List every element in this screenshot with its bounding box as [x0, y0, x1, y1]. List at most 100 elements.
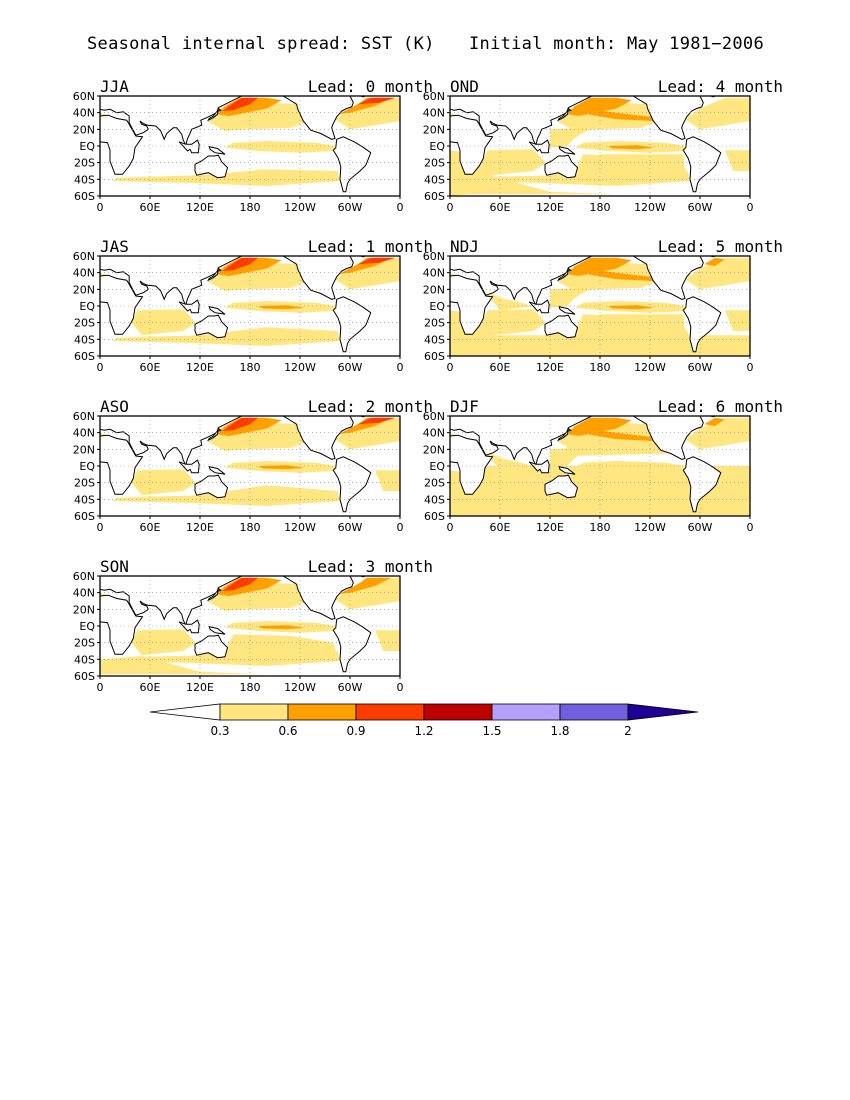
coastline — [332, 616, 372, 673]
lat-tick-label: 20N — [423, 443, 445, 456]
colorbar-tick-label: 1.8 — [550, 724, 569, 738]
sst-shading — [206, 582, 309, 611]
initial-month-label: Initial month: May 1981−2006 — [469, 34, 764, 54]
lon-tick-label: 180 — [590, 201, 611, 214]
colorbar-segment — [287, 703, 357, 721]
coastline — [557, 267, 572, 282]
sst-shading — [566, 97, 632, 116]
coastline — [208, 306, 226, 315]
season-label: OND — [450, 77, 479, 96]
coastline — [332, 296, 372, 353]
lon-tick-label: 120E — [186, 201, 214, 214]
coastline — [100, 416, 242, 467]
lon-tick-label: 180 — [240, 521, 261, 534]
lat-tick-label: 60S — [74, 190, 95, 203]
coastline — [608, 416, 704, 460]
season-label: JJA — [100, 77, 129, 96]
coastline — [178, 459, 200, 474]
lead-label: Lead: 0 month — [307, 77, 433, 96]
coastline — [207, 427, 222, 442]
sst-shading — [685, 97, 750, 130]
sst-shading — [206, 102, 309, 131]
lon-tick-label: 0 — [747, 361, 754, 374]
coastline — [207, 267, 222, 282]
sst-spread-map: 60N 40N 20N EQ 20S 40S 60S 0 60E 120E 180 120W 60W 0 — [73, 250, 443, 384]
sst-shading — [483, 289, 534, 311]
figure-title: Seasonal internal spread: SST (K) — [87, 34, 435, 54]
coastline — [450, 256, 592, 307]
sst-spread-map: 60N 40N 20N EQ 20S 40S 60S 0 60E 120E 180 120W 60W 0 — [423, 250, 793, 384]
sst-shading — [225, 634, 338, 660]
sst-shading — [583, 108, 655, 121]
coastline — [450, 434, 494, 495]
lon-tick-label: 0 — [397, 681, 404, 694]
lon-tick-label: 60W — [688, 201, 713, 214]
sst-shading — [450, 176, 742, 195]
lat-tick-label: 40S — [424, 493, 445, 506]
coastline — [544, 154, 579, 179]
sst-shading — [375, 630, 400, 651]
coastline — [194, 474, 229, 499]
sst-spread-map: 60N 40N 20N EQ 20S 40S 60S 0 60E 120E 180 120W 60W 0 — [73, 410, 443, 544]
lat-tick-label: 20S — [424, 157, 445, 170]
lat-tick-label: 60N — [73, 570, 95, 583]
coastline — [207, 107, 222, 122]
sst-shading — [450, 335, 750, 356]
sst-shading — [112, 485, 340, 506]
coastline — [208, 626, 226, 635]
lead-label: Lead: 1 month — [307, 237, 433, 256]
coastline — [178, 619, 200, 634]
sst-shading — [685, 257, 750, 290]
lat-tick-label: 60N — [73, 410, 95, 423]
coastline — [100, 274, 144, 335]
map-panel-son: SON Lead: 3 month 60N 40N 20N EQ 20S 40S 60S 0 6… — [73, 557, 443, 707]
lon-tick-label: 0 — [747, 521, 754, 534]
lat-tick-label: 20N — [423, 123, 445, 136]
sst-shading — [566, 257, 632, 276]
sst-shading — [550, 287, 592, 308]
lon-tick-label: 120W — [634, 521, 666, 534]
lon-tick-label: 180 — [240, 681, 261, 694]
coastline — [544, 474, 579, 499]
sst-shading — [450, 482, 750, 516]
sst-shading — [483, 449, 534, 471]
sst-shading — [335, 257, 400, 290]
coastline — [178, 139, 200, 154]
sst-shading — [131, 469, 196, 496]
lon-tick-label: 0 — [97, 201, 104, 214]
sst-shading — [222, 257, 259, 271]
lon-tick-label: 120E — [186, 361, 214, 374]
lon-tick-label: 120W — [284, 201, 316, 214]
lat-tick-label: 20S — [74, 477, 95, 490]
sst-shading — [337, 577, 392, 595]
sst-shading — [566, 441, 667, 456]
coastline — [682, 296, 722, 353]
coastline — [450, 274, 494, 335]
lon-tick-label: 120E — [536, 201, 564, 214]
lat-tick-label: EQ — [429, 140, 445, 153]
sst-shading — [222, 97, 259, 111]
lon-tick-label: 120W — [284, 361, 316, 374]
lat-tick-label: 20S — [424, 477, 445, 490]
lon-tick-label: 0 — [397, 521, 404, 534]
lon-tick-label: 60E — [490, 201, 511, 214]
sst-spread-map: 60N 40N 20N EQ 20S 40S 60S 0 60E 120E 180 120W 60W 0 — [73, 570, 443, 704]
lat-tick-label: 60N — [423, 250, 445, 263]
map-panel-jas: JAS Lead: 1 month 60N 40N 20N EQ 20S 40S 60S 0 6… — [73, 237, 443, 387]
lat-tick-label: 40S — [74, 493, 95, 506]
lat-tick-label: 40N — [73, 587, 95, 600]
lon-tick-label: 180 — [240, 201, 261, 214]
lon-tick-label: 60E — [140, 521, 161, 534]
coastline — [194, 634, 229, 659]
coastline — [450, 416, 592, 467]
sst-shading — [550, 127, 592, 148]
sst-shading — [583, 428, 655, 441]
colorbar-segment — [423, 703, 493, 721]
coastline — [544, 314, 579, 339]
lat-tick-label: 20N — [73, 443, 95, 456]
colorbar-legend: 0.3 0.6 0.9 1.2 1.5 1.8 2 — [150, 703, 699, 738]
colorbar-tick-label: 0.6 — [278, 724, 297, 738]
